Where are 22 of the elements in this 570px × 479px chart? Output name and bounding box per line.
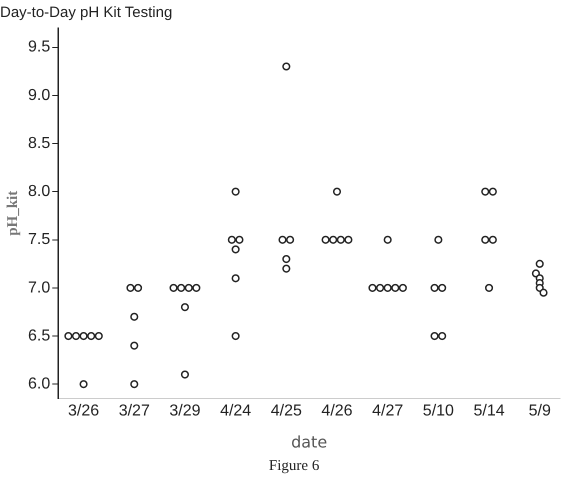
y-tick-label: 7.0: [28, 279, 50, 296]
y-axis-title: pH_kit: [4, 190, 21, 236]
x-tick-label: 4/25: [270, 402, 302, 420]
chart-title: Day-to-Day pH Kit Testing: [0, 4, 172, 22]
y-tick-label: 8.0: [28, 183, 50, 200]
y-tick-label: 8.5: [28, 134, 50, 152]
x-axis-title: date: [291, 432, 328, 452]
y-tick-label: 6.5: [28, 327, 50, 344]
x-tick-label: 4/26: [321, 402, 353, 420]
y-tick-label: 7.5: [28, 231, 50, 248]
x-tick-label: 5/9: [528, 402, 551, 420]
x-tick-label: 4/24: [220, 402, 252, 420]
x-tick-label: 5/14: [473, 402, 505, 420]
y-tick-label: 6.0: [28, 376, 50, 393]
y-tick-label: 9.0: [28, 86, 50, 104]
y-tick-label: 9.5: [28, 38, 50, 56]
x-tick-label: 3/29: [169, 402, 201, 420]
x-tick-label: 5/10: [422, 402, 454, 420]
x-tick-label: 3/27: [118, 402, 150, 420]
x-tick-label: 3/26: [68, 402, 100, 420]
x-tick-label: 4/27: [372, 402, 404, 420]
caption: Figure 6: [268, 458, 320, 474]
